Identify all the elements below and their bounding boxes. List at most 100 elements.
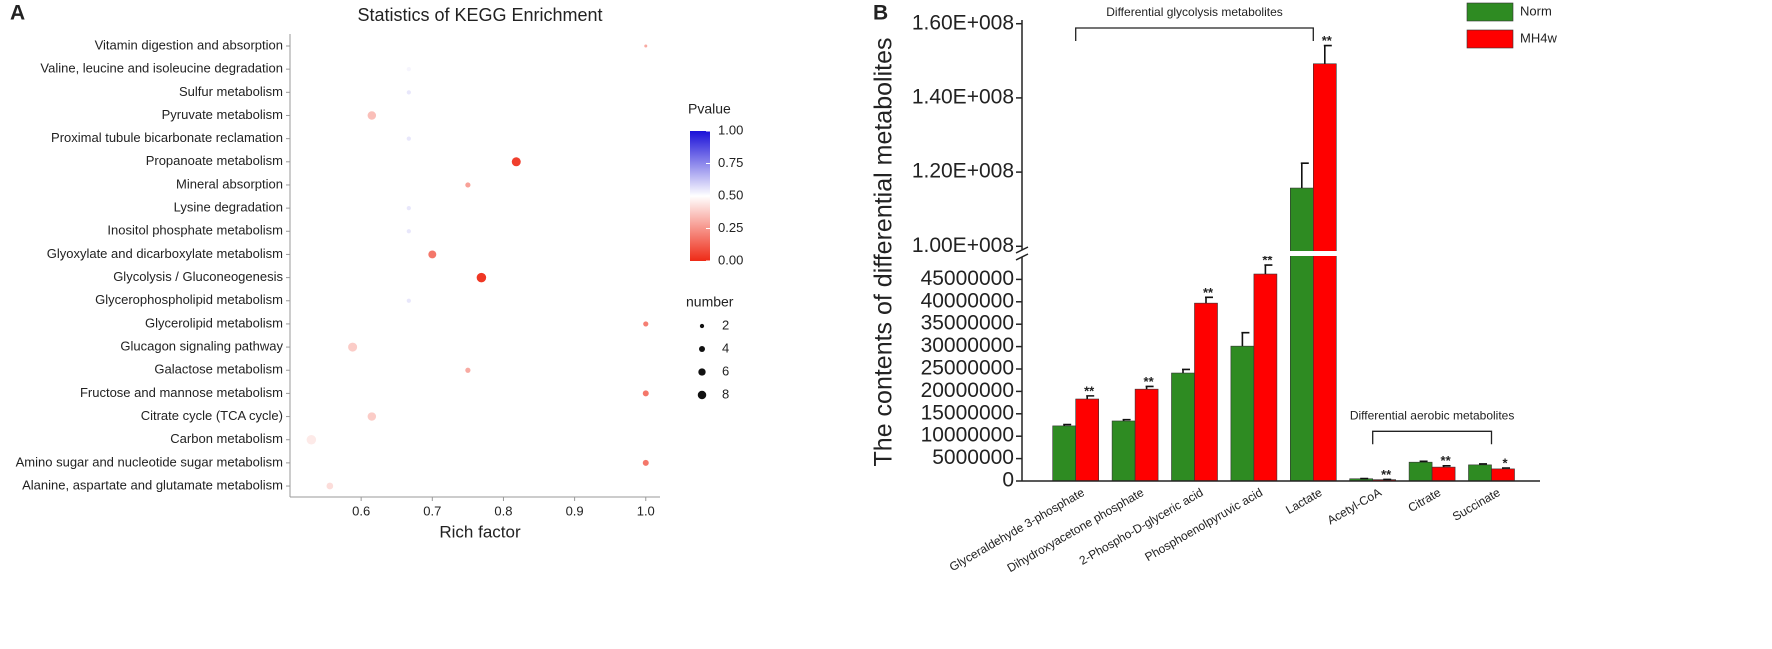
bar [1431,466,1456,482]
bar [1230,345,1255,482]
significance: ** [1262,253,1273,268]
y-tick-label: 30000000 [921,334,1014,357]
colorbar-label: 0.00 [718,252,743,267]
error-bar [1442,464,1451,468]
bar [1052,425,1076,482]
x-tick-label: 0.9 [566,503,584,518]
y-tick-label: Proximal tubule bicarbonate reclamation [51,130,283,145]
size-key-label: 4 [722,340,729,355]
legend-swatch [1466,2,1514,22]
bar [1408,461,1433,482]
significance: ** [1144,374,1155,389]
point [326,482,334,490]
legend-title: number [686,294,734,310]
significance: * [1502,455,1508,470]
point [642,390,649,397]
y-tick-label: Glycerophospholipid metabolism [95,292,283,307]
y-tick-label: Vitamin digestion and absorption [95,37,283,52]
axis-break [1014,251,1542,256]
size-key [698,368,706,376]
point [644,44,648,48]
size-key [699,323,705,329]
point [406,67,411,72]
size-key-label: 8 [722,386,729,401]
y-tick-label: 1.40E+008 [912,85,1014,108]
y-tick-label: 20000000 [921,379,1014,402]
x-tick-label: Acetyl-CoA [1325,485,1384,527]
bar [1468,464,1492,482]
error-bar [1300,162,1309,189]
point [367,111,377,120]
bar [1075,398,1099,482]
y-tick-label: Mineral absorption [176,176,283,191]
size-key-label: 6 [722,363,729,378]
point [406,229,411,234]
group-label: Differential aerobic metabolites [1350,408,1515,422]
point [643,321,649,327]
colorbar-label: 0.75 [718,155,743,170]
y-tick-label: 1.20E+008 [912,160,1014,183]
x-tick-label: Lactate [1283,485,1324,517]
error-bar [1264,264,1273,275]
colorbar-label: 0.50 [718,187,743,202]
point [465,367,471,373]
y-tick-label: Inositol phosphate metabolism [107,223,283,238]
error-bar [1502,467,1510,469]
y-tick-label: Propanoate metabolism [146,153,283,168]
y-tick-label: Galactose metabolism [154,362,283,377]
error-bar [1205,296,1213,304]
significance: ** [1381,467,1392,482]
x-tick-label: Citrate [1406,485,1444,515]
significance: ** [1441,453,1452,468]
x-tick-label: 0.6 [352,503,370,518]
point [406,298,411,303]
break-mark [1015,246,1029,261]
y-tick-label: Glycolysis / Gluconeogenesis [113,269,283,284]
bar [1313,63,1337,482]
error-bar [1086,395,1095,400]
y-tick-label: Carbon metabolism [170,431,283,446]
error-bar [1145,385,1154,390]
y-tick-label: 25000000 [921,357,1014,380]
significance: ** [1322,33,1333,48]
y-tick-label: 45000000 [921,267,1014,290]
y-axis-label: The contents of differential metabolites [870,38,898,467]
error-bar [1122,418,1131,421]
y-tick-label: 0 [1002,469,1014,492]
error-bar [1241,331,1250,347]
point [406,90,411,95]
y-tick-label: Glyoxylate and dicarboxylate metabolism [47,246,283,261]
point [406,136,411,141]
y-tick-label: Pyruvate metabolism [162,107,283,122]
group-bracket [1075,27,1314,41]
y-tick-label: 40000000 [921,289,1014,312]
error-bar [1479,463,1487,465]
y-tick-label: 10000000 [921,424,1014,447]
point [406,205,411,211]
point [306,434,317,445]
size-key-label: 2 [722,317,729,332]
point [367,412,377,421]
legend-title: Pvalue [688,101,731,117]
panel-letter: A [10,2,25,25]
y-tick-label: Amino sugar and nucleotide sugar metabol… [16,454,283,469]
x-axis-label: Rich factor [439,522,521,541]
y-tick-label: Sulfur metabolism [179,84,283,99]
error-bar [1323,44,1332,64]
point [428,250,437,259]
bar [1111,420,1136,482]
chart-title: Statistics of KEGG Enrichment [357,5,602,25]
x-tick-label: 0.7 [423,503,441,518]
x-tick-label: Succinate [1450,485,1503,524]
colorbar-label: 1.00 [718,122,743,137]
bar [1290,187,1314,482]
y-tick-label: Glycerolipid metabolism [145,315,283,330]
legend-label: MH4w [1520,30,1557,45]
y-tick-label: Fructose and mannose metabolism [80,385,283,400]
legend-swatch [1466,29,1514,49]
group-label: Differential glycolysis metabolites [1106,5,1283,19]
bar [1491,468,1515,482]
y-tick-label: 1.00E+008 [912,234,1014,257]
